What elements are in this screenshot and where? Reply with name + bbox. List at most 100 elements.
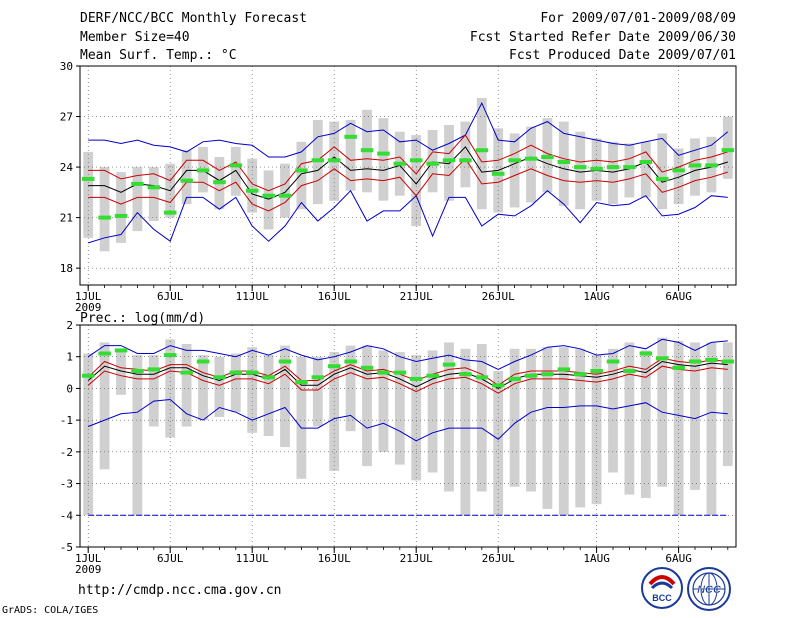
ensemble-box — [427, 130, 438, 193]
observed-marker — [213, 180, 226, 185]
ensemble-box — [198, 355, 208, 421]
observed-marker — [410, 376, 423, 381]
observed-marker — [295, 168, 308, 173]
ensemble-box — [230, 146, 241, 196]
observed-marker — [656, 356, 669, 361]
observed-marker — [492, 383, 505, 388]
x-tick-label: 26JUL — [482, 552, 515, 565]
x-year-label: 2009 — [75, 301, 102, 314]
y-tick-label: 1 — [66, 351, 73, 364]
x-tick-label: 6AUG — [665, 552, 692, 565]
observed-marker — [459, 372, 472, 377]
ncc-logo-text: NCC — [697, 584, 722, 596]
ensemble-box — [640, 141, 651, 198]
observed-marker — [262, 193, 275, 198]
observed-marker — [442, 362, 456, 367]
ensemble-box — [493, 371, 504, 516]
ensemble-box — [181, 150, 192, 205]
observed-marker — [377, 370, 390, 375]
precip-panel-title: Prec.: log(mm/d) — [80, 311, 205, 326]
ensemble-box — [165, 339, 176, 438]
refer-date: Fcst Started Refer Date 2009/06/30 — [469, 30, 736, 45]
ensemble-box — [214, 356, 225, 417]
observed-marker — [98, 215, 111, 220]
ensemble-box — [296, 141, 307, 210]
source-url[interactable]: http://cmdp.ncc.cma.gov.cn — [78, 583, 282, 598]
observed-marker — [131, 369, 144, 373]
ensemble-box — [673, 148, 684, 205]
ensemble-box — [526, 126, 536, 203]
observed-marker — [196, 359, 210, 364]
observed-marker — [705, 357, 718, 362]
observed-marker — [508, 376, 521, 381]
observed-marker — [574, 372, 587, 377]
ensemble-box — [509, 133, 520, 208]
ensemble-box — [526, 348, 536, 492]
observed-marker — [639, 351, 653, 356]
observed-marker — [557, 160, 571, 164]
ensemble-box — [444, 125, 454, 201]
y-tick-label: -1 — [60, 414, 73, 427]
ensemble-box — [148, 355, 159, 427]
x-tick-label: 6JUL — [157, 290, 184, 303]
observed-marker — [164, 353, 177, 358]
ensemble-box — [345, 345, 356, 432]
observed-marker — [557, 367, 571, 372]
observed-marker — [360, 148, 374, 153]
x-tick-label: 26JUL — [482, 290, 515, 303]
y-tick-label: 30 — [60, 60, 73, 73]
observed-marker — [656, 176, 669, 181]
observed-marker — [688, 359, 702, 364]
observed-marker — [164, 210, 177, 215]
observed-marker — [492, 171, 505, 176]
observed-marker — [229, 163, 243, 168]
ensemble-box — [280, 345, 290, 448]
observed-marker — [213, 375, 226, 380]
ensemble-box — [230, 353, 241, 413]
observed-marker — [721, 148, 735, 153]
observed-marker — [377, 151, 390, 156]
series-min-line — [88, 189, 728, 244]
observed-marker — [541, 155, 554, 159]
observed-marker — [82, 176, 95, 181]
ensemble-box — [345, 119, 356, 191]
ensemble-box — [460, 348, 471, 516]
observed-marker — [114, 348, 128, 353]
ensemble-box — [263, 170, 274, 230]
y-tick-label: 0 — [66, 382, 73, 395]
observed-marker — [147, 367, 161, 372]
observed-marker — [196, 168, 210, 173]
ensemble-box — [83, 353, 94, 516]
produced-date: Fcst Produced Date 2009/07/01 — [509, 48, 736, 63]
observed-marker — [131, 181, 144, 186]
observed-marker — [98, 351, 111, 356]
observed-marker — [262, 375, 275, 380]
observed-marker — [590, 369, 603, 373]
ensemble-box — [411, 135, 422, 227]
series-upper-line — [88, 134, 728, 192]
bcc-logo-icon: BCC — [641, 567, 683, 609]
member-size: Member Size=40 — [80, 30, 190, 45]
series-max-line — [87, 338, 728, 370]
ensemble-box — [378, 118, 389, 201]
ensemble-box — [394, 352, 405, 465]
x-tick-label: 16JUL — [318, 552, 351, 565]
plot-frame — [79, 324, 737, 548]
observed-marker — [590, 166, 603, 171]
observed-marker — [606, 359, 620, 364]
ensemble-box — [296, 356, 307, 479]
observed-marker — [688, 163, 702, 168]
y-tick-label: -4 — [60, 509, 74, 522]
ensemble-box — [148, 167, 159, 221]
observed-marker — [672, 365, 685, 370]
ensemble-box — [624, 342, 635, 495]
ensemble-box — [427, 350, 438, 473]
ensemble-box — [542, 347, 553, 509]
observed-marker — [574, 165, 587, 170]
ensemble-box — [99, 167, 110, 252]
ensemble-box — [99, 342, 110, 470]
x-tick-label: 6AUG — [665, 290, 692, 303]
x-tick-label: 21JUL — [400, 552, 433, 565]
observed-marker — [278, 193, 292, 198]
